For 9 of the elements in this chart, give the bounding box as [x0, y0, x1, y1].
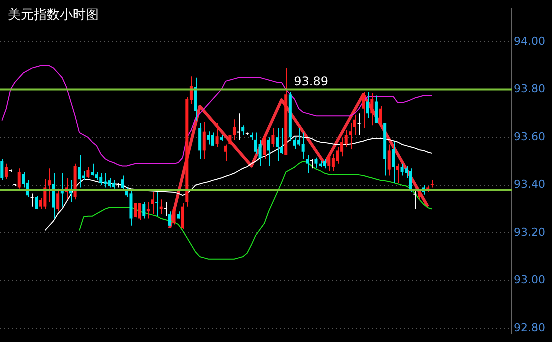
- y-tick-label: 93.40: [514, 178, 546, 192]
- y-tick-label: 93.80: [514, 82, 546, 96]
- y-tick-label: 94.00: [514, 34, 546, 48]
- y-tick-label: 93.00: [514, 274, 546, 287]
- y-tick-label: 92.80: [514, 321, 546, 334]
- y-tick-label: 93.20: [514, 226, 546, 239]
- chart-title: 美元指数小时图: [8, 7, 99, 24]
- y-tick-label: 93.60: [514, 130, 546, 144]
- annotation: 93.89: [294, 74, 328, 88]
